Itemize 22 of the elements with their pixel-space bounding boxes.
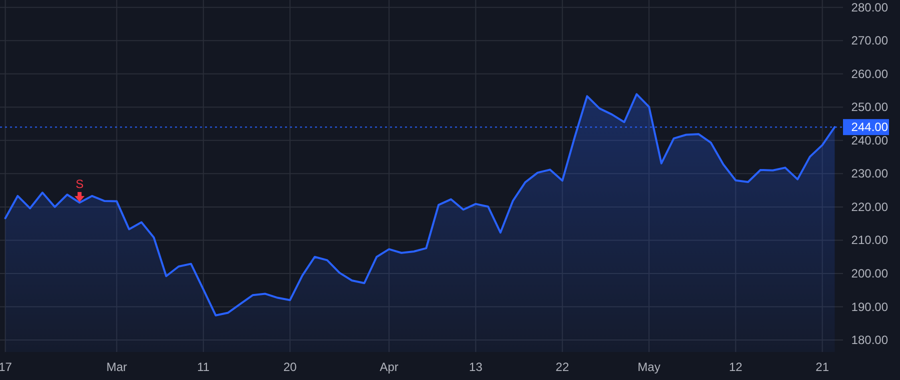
x-tick-label: 13 [469,360,483,374]
y-tick-label: 280.00 [851,0,888,14]
y-tick-label: 200.00 [851,266,888,280]
y-tick-label: 190.00 [851,300,888,314]
x-tick-label: 12 [728,360,743,374]
y-tick-label: 210.00 [851,233,888,248]
y-tick-label: 250.00 [851,100,888,114]
x-tick-label: 21 [816,360,830,374]
x-tick-label: Apr [380,360,398,374]
y-tick-label: 230.00 [851,166,888,181]
annotation: S [76,176,84,191]
x-tick-label: May [638,360,660,374]
x-tick-label: Mar [106,360,128,374]
ref-line-label: 244.00 [851,120,888,134]
y-tick-label: 260.00 [851,66,888,81]
y-tick-label: 220.00 [851,200,888,214]
y-tick-label: 270.00 [851,34,888,48]
x-tick-label: 20 [283,360,298,374]
x-tick-label: 22 [556,360,570,374]
x-tick-label: 11 [197,360,210,374]
y-tick-label: 180.00 [851,333,888,348]
y-tick-label: 240.00 [851,133,888,148]
